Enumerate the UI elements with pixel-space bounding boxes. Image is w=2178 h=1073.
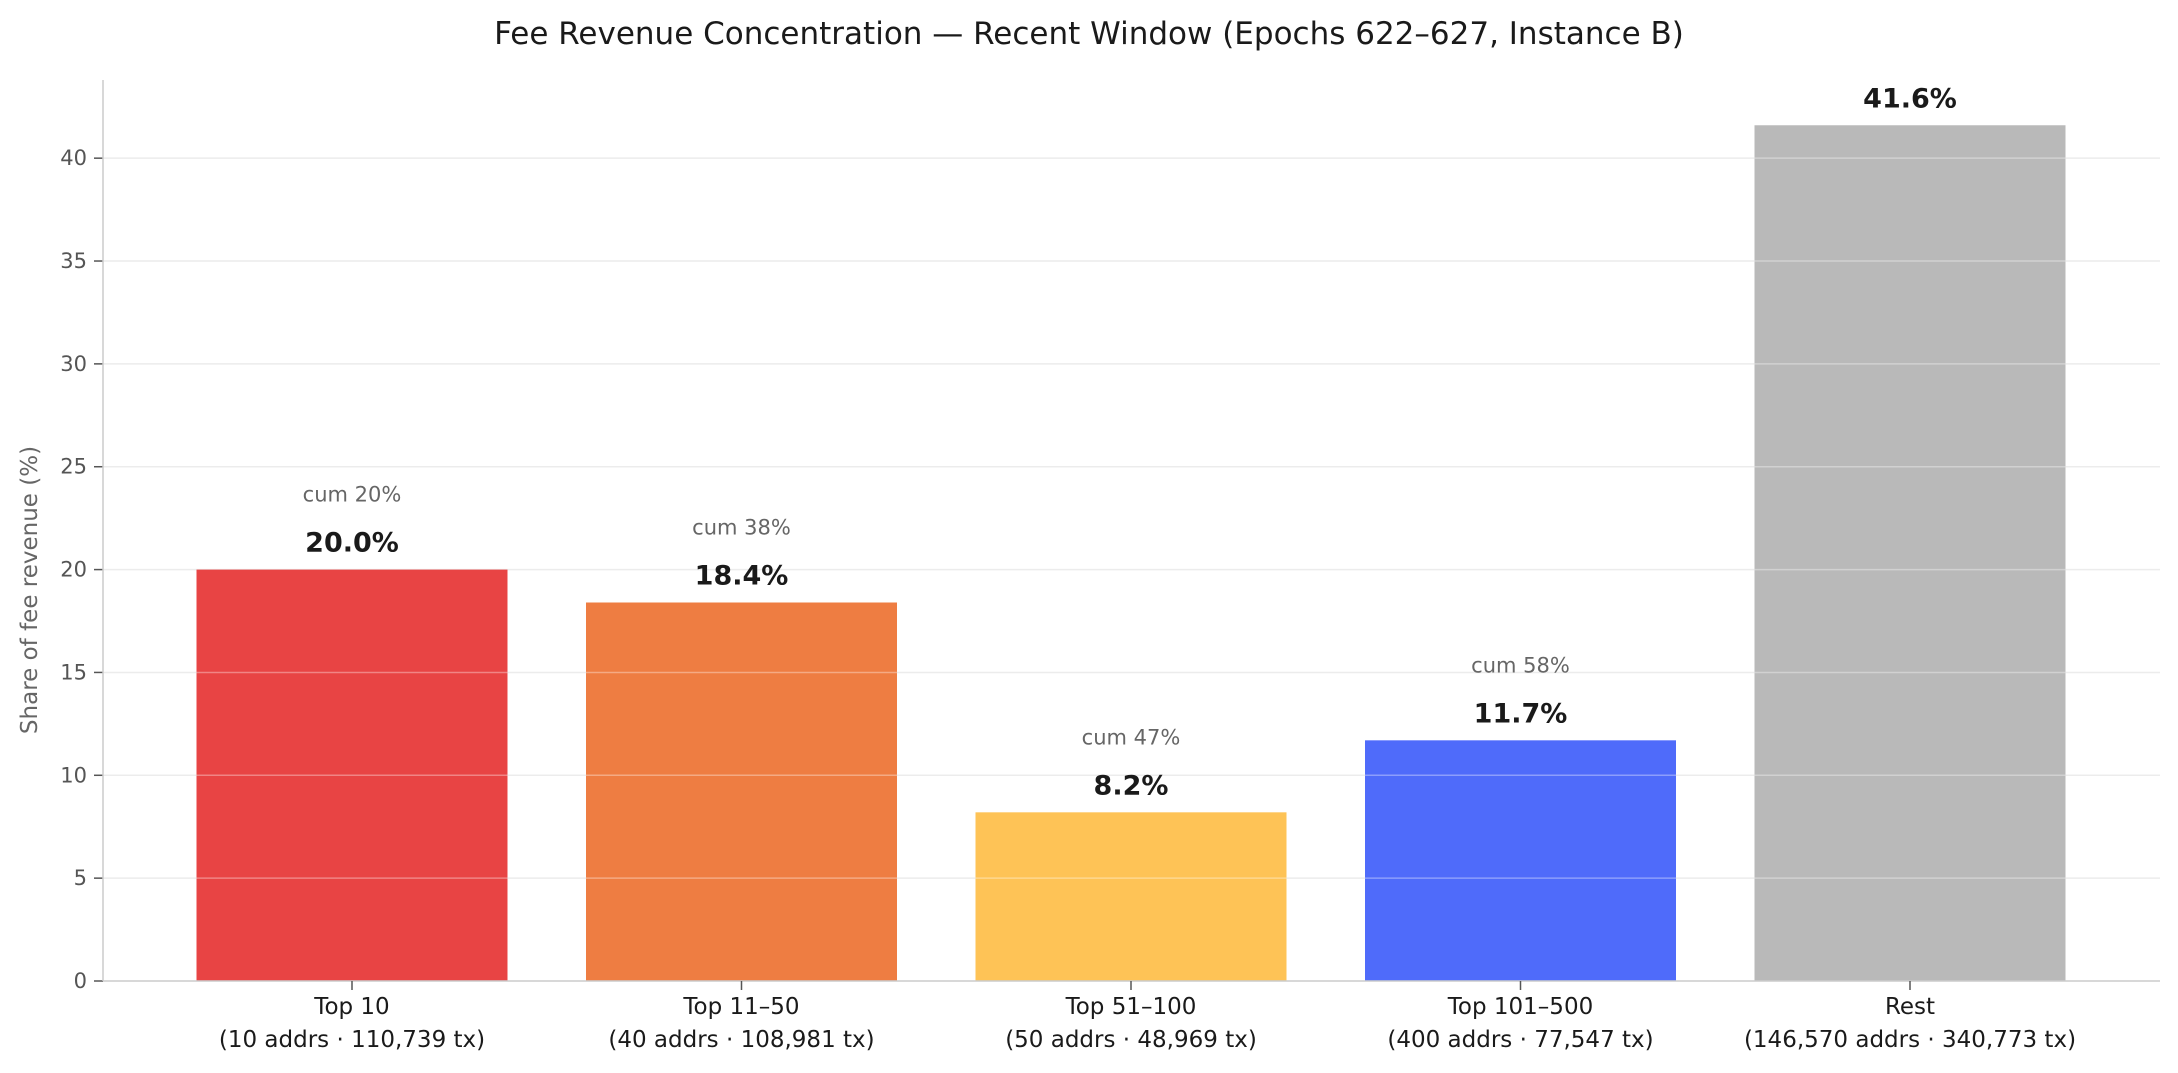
bars — [196, 125, 2066, 981]
bar — [586, 602, 897, 981]
cum-label: cum 58% — [1471, 653, 1570, 677]
y-tick-label: 15 — [60, 660, 87, 684]
x-tick-label-detail: (10 addrs · 110,739 tx) — [219, 1027, 485, 1053]
x-tick-label-detail: (50 addrs · 48,969 tx) — [1005, 1027, 1257, 1053]
cum-label: cum 20% — [303, 483, 402, 507]
x-tick-label-detail: (400 addrs · 77,547 tx) — [1387, 1027, 1653, 1053]
bar — [975, 812, 1287, 981]
y-tick-label: 10 — [60, 763, 87, 787]
x-tick-label-detail: (40 addrs · 108,981 tx) — [608, 1027, 874, 1053]
bar — [196, 569, 508, 981]
bar — [1754, 125, 2066, 981]
y-tick-label: 5 — [74, 866, 87, 890]
cum-label: cum 47% — [1082, 725, 1181, 749]
cum-label: cum 38% — [692, 515, 791, 539]
x-tick-label-detail: (146,570 addrs · 340,773 tx) — [1744, 1027, 2076, 1053]
y-tick-label: 25 — [60, 455, 87, 479]
x-tick-label: Top 10 — [313, 994, 389, 1020]
axes — [94, 80, 2160, 990]
data-label: 11.7% — [1474, 698, 1568, 729]
x-tick-label: Top 51–100 — [1065, 994, 1197, 1020]
y-tick-label: 40 — [60, 146, 87, 170]
bar — [1365, 740, 1676, 981]
y-tick-label: 20 — [60, 558, 87, 582]
x-tick-label: Top 11–50 — [682, 994, 799, 1020]
chart-title: Fee Revenue Concentration — Recent Windo… — [494, 16, 1684, 52]
data-label: 41.6% — [1863, 83, 1957, 114]
data-label: 20.0% — [305, 528, 399, 559]
x-tick-label: Top 101–500 — [1447, 994, 1593, 1020]
labels: 0 5 10 15 20 25 30 35 40 Top 10 (10 addrs · 110,73… — [60, 83, 2076, 1053]
y-tick-label: 35 — [60, 249, 87, 273]
data-label: 18.4% — [695, 560, 789, 591]
y-tick-label: 0 — [74, 969, 87, 993]
data-label: 8.2% — [1094, 770, 1169, 801]
x-tick-label: Rest — [1885, 994, 1935, 1020]
y-tick-label: 30 — [60, 352, 87, 376]
y-axis-label: Share of fee revenue (%) — [17, 446, 43, 734]
